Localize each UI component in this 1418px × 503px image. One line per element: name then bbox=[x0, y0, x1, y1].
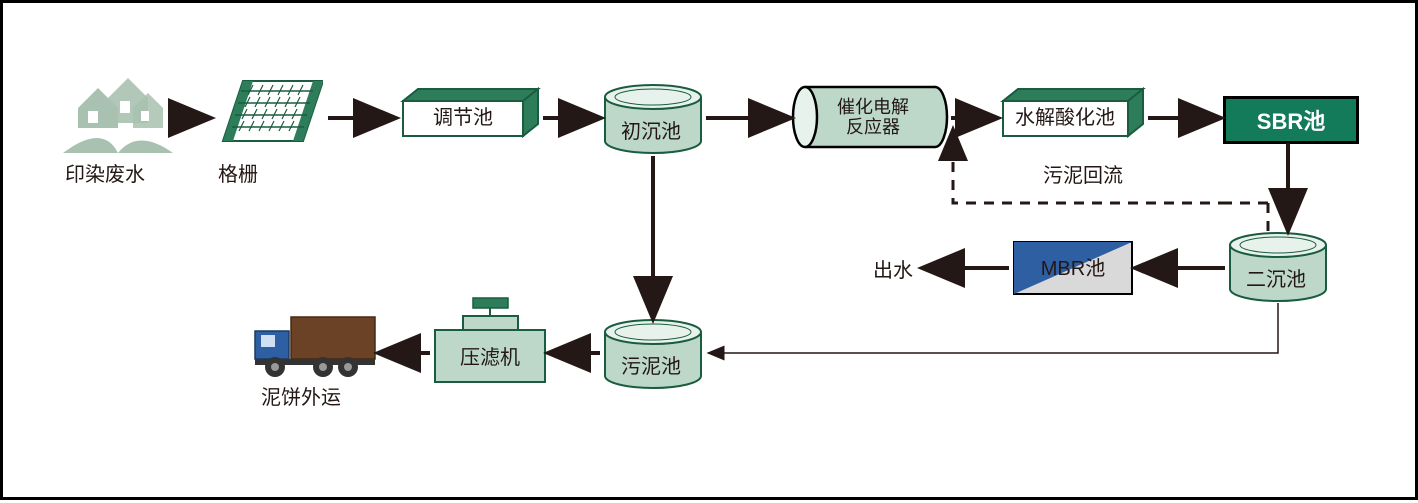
arrows-layer bbox=[3, 3, 1418, 503]
diagram-frame: 印染废水 格栅 调节池 bbox=[0, 0, 1418, 500]
